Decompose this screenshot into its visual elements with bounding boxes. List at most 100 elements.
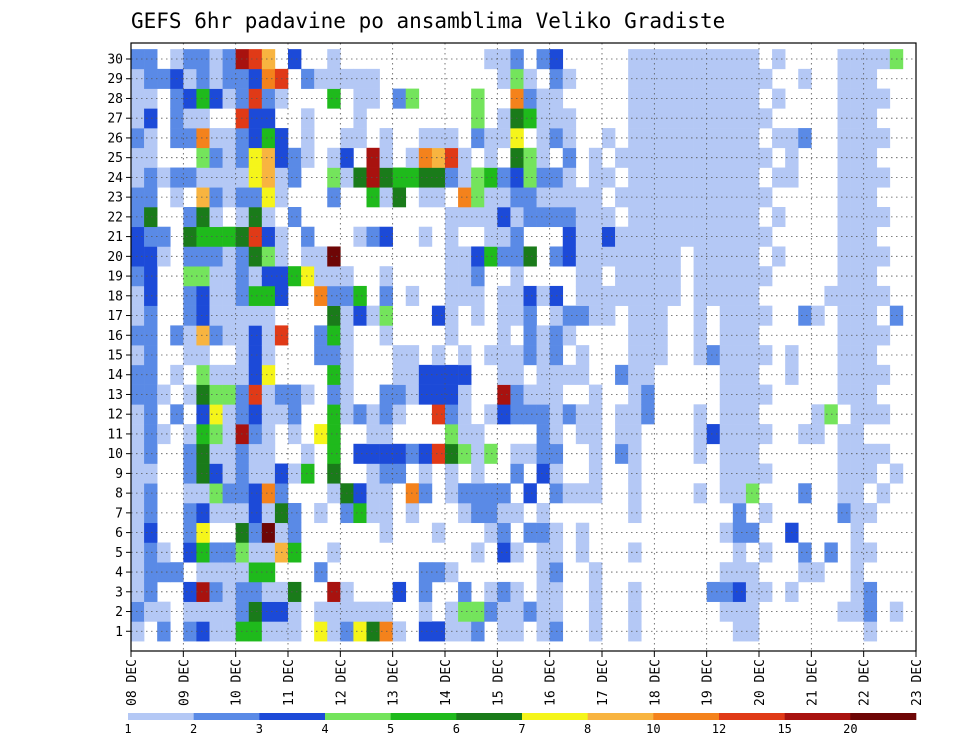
heatmap-cell [837,207,851,228]
heatmap-cell [536,562,550,583]
heatmap-cell [706,226,721,247]
heatmap-cell [706,581,721,602]
colorbar-label: 4 [321,722,328,736]
heatmap-cell [602,246,616,267]
heatmap-cell [353,443,367,464]
heatmap-cell [602,207,616,228]
heatmap-cell [863,266,878,287]
heatmap-cell [732,49,747,70]
heatmap-cell [628,88,642,109]
heatmap-cell [641,108,655,129]
heatmap-cell [745,621,760,642]
heatmap-cell [667,49,681,70]
heatmap-cell [327,345,341,366]
colorbar-swatch [719,713,785,720]
heatmap-cell [471,483,485,504]
heatmap-cell [706,345,721,366]
heatmap-cell [248,226,263,247]
heatmap-cell [641,68,655,89]
heatmap-cell [431,147,446,168]
heatmap-cell [811,562,825,583]
heatmap-cell [131,147,145,168]
heatmap-cell [523,207,537,228]
y-tick-label: 25 [107,151,123,166]
heatmap-cell [248,581,263,602]
heatmap-cell [523,325,537,346]
heatmap-cell [261,522,276,543]
heatmap-cell [353,88,367,109]
heatmap-cell [706,285,721,306]
heatmap-cell [471,503,485,524]
heatmap-cell [863,443,878,464]
heatmap-cell [837,483,851,504]
heatmap-cell [458,246,472,267]
heatmap-cell [575,483,590,504]
heatmap-cell [837,443,851,464]
heatmap-cell [772,207,786,228]
heatmap-cell [602,226,616,247]
heatmap-cell [497,49,511,70]
heatmap-cell [536,621,550,642]
heatmap-cell [458,266,472,287]
y-tick-label: 5 [115,546,123,561]
heatmap-cell [641,187,655,208]
heatmap-cell [523,345,537,366]
heatmap-cell [641,384,655,405]
heatmap-cell [497,621,511,642]
heatmap-cell [248,305,263,326]
heatmap-cell [484,147,498,168]
heatmap-cell [183,167,197,188]
heatmap-cell [196,226,210,247]
heatmap-cell [732,68,747,89]
heatmap-cell [863,88,878,109]
y-tick-label: 11 [107,427,123,442]
heatmap-cell [261,108,276,129]
heatmap-cell [418,562,433,583]
x-tick-label: 08 DEC [125,659,140,706]
heatmap-cell [837,424,851,445]
heatmap-cell [745,207,760,228]
heatmap-cell [144,522,158,543]
heatmap-cell [628,384,642,405]
heatmap-cell [798,128,812,149]
x-tick-label: 11 DEC [282,659,297,706]
heatmap-cell [837,463,851,484]
y-tick-label: 3 [115,585,123,600]
heatmap-cell [628,246,642,267]
heatmap-cell [471,601,485,622]
x-tick-label: 12 DEC [334,659,349,706]
heatmap-cell [575,305,590,326]
heatmap-cell [196,68,210,89]
heatmap-cell [745,266,760,287]
heatmap-cell [575,364,590,385]
heatmap-cell [288,147,302,168]
heatmap-cell [497,542,511,563]
heatmap-cell [261,503,276,524]
heatmap-cell [471,207,485,228]
heatmap-cell [431,167,446,188]
heatmap-cell [261,226,276,247]
heatmap-cell [144,207,158,228]
heatmap-cell [798,305,812,326]
heatmap-cell [248,483,263,504]
y-tick-label: 26 [107,131,123,146]
heatmap-cell [667,207,681,228]
heatmap-cell [667,187,681,208]
heatmap-cell [484,226,498,247]
heatmap-cell [484,503,498,524]
heatmap-cell [745,463,760,484]
x-tick-label: 09 DEC [177,659,192,706]
heatmap-cell [523,305,537,326]
heatmap-cell [588,305,603,326]
heatmap-cell [641,285,655,306]
heatmap-cell [366,503,380,524]
heatmap-cell [575,424,590,445]
heatmap-cell [431,621,446,642]
heatmap-cell [732,581,747,602]
heatmap-cell [745,364,760,385]
heatmap-cell [157,601,171,622]
heatmap-cell [392,443,407,464]
heatmap-cell [706,88,721,109]
heatmap-cell [837,128,851,149]
heatmap-cell [196,285,210,306]
